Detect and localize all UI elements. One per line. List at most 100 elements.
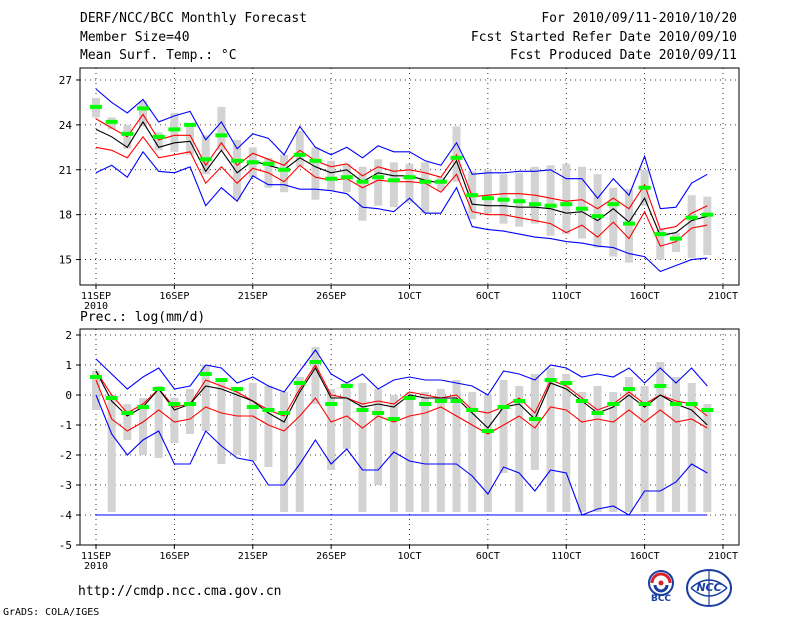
temp-mean-line (95, 120, 708, 237)
prec-ytick-label: -4 (59, 509, 73, 522)
prec-spread-box (92, 371, 100, 410)
temp-xtick-label: 16OCT (630, 291, 660, 302)
temp-lower-line (95, 113, 708, 231)
prec-median-marker (607, 402, 620, 406)
temp-median-marker (622, 221, 635, 226)
prec-panel-title: Prec.: log(mm/d) (80, 310, 205, 325)
member-size-label: Member Size=40 (80, 30, 190, 45)
temp-xtick-label: 21OCT (708, 291, 738, 302)
temp-min-line (95, 88, 708, 210)
prec-median-marker (168, 402, 181, 406)
temp-median-marker (654, 232, 667, 237)
prec-spread-box (421, 392, 430, 512)
prec-median-marker (152, 387, 165, 391)
prec-ytick-label: 0 (65, 389, 72, 402)
prec-xtick-label: 16SEP (159, 551, 189, 562)
prec-median-marker (137, 405, 150, 409)
prec-spread-box (530, 374, 539, 470)
temp-median-marker (309, 158, 322, 163)
prec-median-marker (669, 402, 682, 406)
temp-ytick-label: 18 (59, 209, 72, 222)
prec-median-marker (497, 405, 510, 409)
temp-year-label: 2010 (84, 301, 108, 312)
temp-spread-box (154, 132, 163, 151)
temp-xtick-label: 11OCT (551, 291, 581, 302)
temp-spread-box (687, 195, 696, 259)
prec-spread-box (264, 386, 273, 467)
prec-ytick-label: -5 (59, 539, 72, 552)
temp-panel: 15 18 21 24 27 11SEP 16SEP 21SEP 26SEP 1OCT 6OCT 11… (59, 67, 740, 312)
prec-median-marker (90, 375, 102, 379)
prec-median-marker (231, 387, 244, 391)
temp-spread-box (577, 166, 586, 239)
prec-spread-box (593, 386, 602, 512)
temp-spread-box (311, 147, 320, 200)
prec-median-marker (309, 360, 322, 364)
prec-median-marker (544, 378, 557, 382)
temp-median-marker (497, 197, 510, 202)
prec-spread-box (624, 377, 633, 512)
temp-spread-box (405, 163, 414, 203)
prec-median-marker (450, 399, 463, 403)
temp-ytick-label: 27 (59, 74, 72, 87)
source-url[interactable]: http://cmdp.ncc.cma.gov.cn (78, 584, 282, 599)
temp-ytick-label: 15 (59, 254, 72, 267)
prec-spread-box (358, 383, 367, 512)
prec-spread-box (201, 365, 210, 431)
prec-median-marker (560, 381, 573, 385)
prec-median-marker (199, 372, 212, 376)
temp-median-marker (434, 179, 447, 184)
temp-upper-line (95, 135, 708, 247)
prec-median-marker (419, 402, 432, 406)
prec-median-marker (184, 402, 197, 406)
prec-median-marker (403, 396, 416, 400)
prec-spread-box (562, 374, 571, 512)
temp-median-marker (701, 212, 714, 217)
temp-median-marker (638, 185, 651, 190)
prec-spread-box (186, 389, 195, 434)
temp-median-marker (607, 202, 620, 207)
temp-median-marker (152, 134, 165, 139)
prec-median-marker (701, 408, 714, 412)
temp-spread-box (656, 229, 665, 260)
temp-spread-box (483, 169, 492, 214)
temp-median-marker (356, 179, 369, 184)
prec-min-line (95, 394, 708, 516)
prec-median-marker (481, 429, 494, 433)
temp-spread-box (186, 123, 195, 155)
bcc-logo: BCC (641, 570, 681, 606)
temp-median-marker (121, 131, 134, 136)
temp-median-marker (184, 122, 197, 127)
temp-xtick-label: 6OCT (476, 291, 500, 302)
temp-median-marker (293, 152, 306, 157)
prec-spread-box (640, 386, 649, 512)
temp-spread-box (421, 162, 430, 214)
prec-median-marker (372, 411, 385, 415)
prec-median-marker (105, 396, 118, 400)
temp-spread-box (217, 106, 226, 151)
temp-median-marker (215, 133, 228, 138)
temp-median-marker (528, 202, 541, 207)
prec-median-marker (387, 417, 400, 421)
prec-spread-box (687, 383, 696, 512)
prec-median-marker (356, 408, 369, 412)
prec-median-marker (246, 405, 259, 409)
prec-upper-line (95, 363, 708, 417)
prec-ytick-label: -2 (59, 449, 72, 462)
bcc-logo-text: BCC (650, 594, 672, 604)
prec-median-marker (638, 402, 651, 406)
prec-median-marker (293, 381, 306, 385)
prec-spread-box (374, 389, 383, 485)
temp-xtick-label: 16SEP (159, 291, 189, 302)
temp-median-marker (246, 160, 259, 165)
temp-max-line (95, 150, 708, 273)
prec-spread-box (280, 392, 289, 512)
prec-spread-box (436, 389, 445, 512)
temp-median-marker (372, 175, 385, 180)
temp-median-marker (560, 202, 573, 207)
prec-ytick-label: -1 (59, 419, 72, 432)
prec-xtick-label: 21OCT (708, 551, 738, 562)
prec-median-marker (121, 411, 134, 415)
forecast-produced-date: Fcst Produced Date 2010/09/11 (510, 48, 737, 63)
